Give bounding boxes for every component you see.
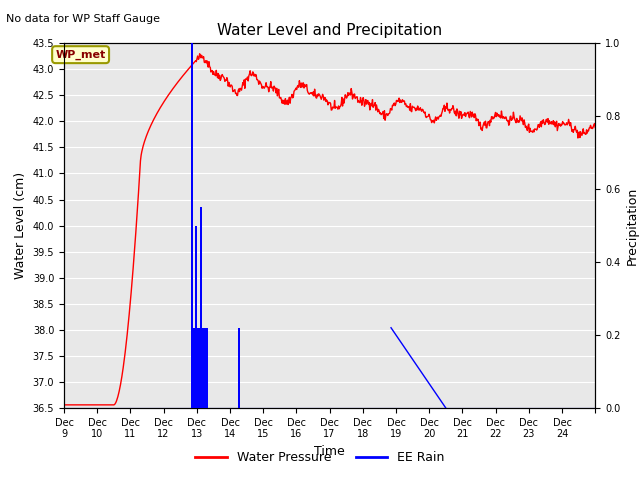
Legend: Water Pressure, EE Rain: Water Pressure, EE Rain <box>190 446 450 469</box>
Bar <box>191 43 193 408</box>
Bar <box>200 207 202 408</box>
Y-axis label: Water Level (cm): Water Level (cm) <box>14 172 27 279</box>
Bar <box>196 328 198 408</box>
Bar <box>204 328 205 408</box>
Bar <box>193 328 195 408</box>
Text: No data for WP Staff Gauge: No data for WP Staff Gauge <box>6 14 161 24</box>
Bar <box>207 328 208 408</box>
Bar <box>239 328 240 408</box>
Bar <box>195 226 196 408</box>
Title: Water Level and Precipitation: Water Level and Precipitation <box>217 23 442 38</box>
Text: WP_met: WP_met <box>56 49 106 60</box>
Bar <box>205 328 207 408</box>
Y-axis label: Precipitation: Precipitation <box>626 186 639 265</box>
X-axis label: Time: Time <box>314 445 345 458</box>
Bar <box>198 328 200 408</box>
Bar <box>202 328 204 408</box>
